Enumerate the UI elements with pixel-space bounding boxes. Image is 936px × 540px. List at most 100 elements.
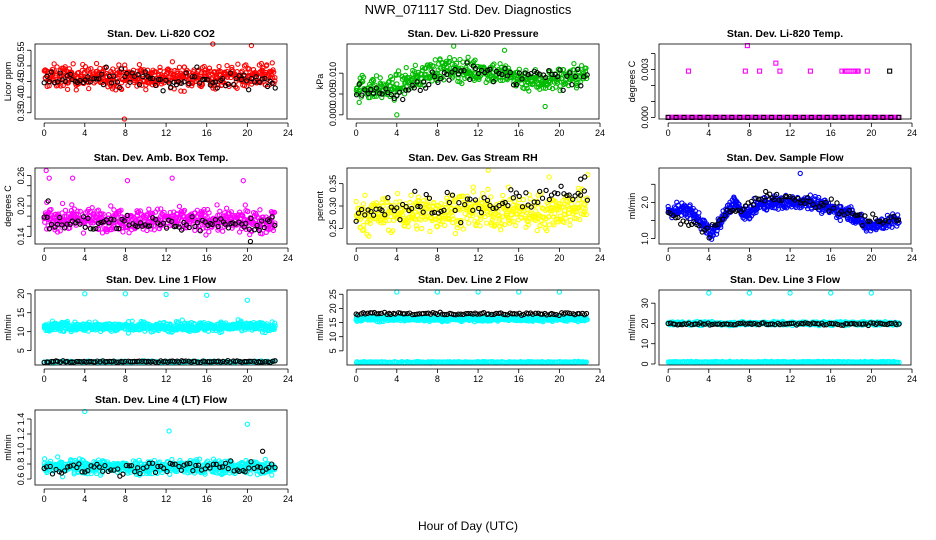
- x-tick-label: 12: [473, 253, 483, 263]
- panel-title: Stan. Dev. Line 1 Flow: [106, 274, 217, 286]
- data-point: [417, 87, 423, 94]
- data-point: [567, 217, 573, 223]
- data-point: [234, 85, 240, 91]
- x-tick-label: 8: [747, 128, 752, 138]
- data-point: [371, 93, 377, 100]
- data-point: [152, 82, 159, 88]
- data-point: [57, 70, 63, 76]
- x-tick-label: 8: [747, 253, 752, 263]
- data-point: [206, 65, 213, 71]
- data-point: [169, 59, 176, 65]
- data-point: [870, 211, 876, 217]
- x-tick-label: 12: [161, 374, 171, 384]
- data-point: [541, 221, 548, 227]
- data-point: [140, 73, 146, 80]
- panel-title: Stan. Dev. Li-820 CO2: [107, 28, 215, 40]
- data-point: [807, 68, 813, 74]
- data-point: [757, 68, 763, 74]
- data-point: [86, 85, 92, 92]
- data-point: [446, 77, 452, 83]
- data-point: [248, 75, 255, 82]
- data-point: [400, 96, 406, 103]
- data-point: [243, 78, 250, 84]
- data-point: [497, 77, 504, 84]
- data-point: [259, 76, 265, 82]
- y-tick-label: 0.26: [16, 167, 26, 185]
- data-point: [828, 196, 834, 202]
- data-point: [425, 75, 431, 81]
- data-point: [62, 207, 69, 214]
- y-axis-label: percent: [315, 190, 325, 221]
- y-axis-label: degrees C: [627, 60, 637, 102]
- data-point: [696, 210, 702, 216]
- data-point: [219, 228, 226, 234]
- data-point: [212, 79, 219, 85]
- data-point: [110, 73, 117, 79]
- panel-title: Stan. Dev. Line 2 Flow: [418, 274, 529, 286]
- data-point: [214, 202, 220, 208]
- data-point: [501, 222, 508, 228]
- data-point: [96, 76, 102, 82]
- x-tick-label: 4: [82, 374, 87, 384]
- x-tick-label: 12: [161, 253, 171, 263]
- data-point: [456, 200, 462, 206]
- data-point: [202, 76, 208, 83]
- y-tick-label: 0.000: [328, 104, 338, 127]
- x-tick-label: 0: [354, 128, 359, 138]
- data-point: [51, 80, 58, 86]
- panel-title: Stan. Dev. Gas Stream RH: [408, 152, 537, 164]
- y-axis-label: ml/min: [627, 193, 637, 220]
- data-point: [236, 73, 242, 79]
- data-points: [41, 41, 278, 122]
- x-tick-label: 16: [202, 374, 212, 384]
- y-tick-label: 0.25: [328, 220, 338, 238]
- data-point: [269, 60, 275, 66]
- data-point: [240, 178, 246, 184]
- data-point: [441, 222, 448, 228]
- data-point: [136, 82, 143, 88]
- data-point: [408, 192, 414, 198]
- data-point: [491, 61, 497, 67]
- data-point: [385, 194, 391, 201]
- data-point: [82, 64, 89, 70]
- data-point: [54, 79, 61, 85]
- x-tick-label: 24: [595, 128, 605, 138]
- data-point: [403, 64, 409, 71]
- data-point: [361, 222, 367, 228]
- data-point: [51, 61, 57, 67]
- data-point: [93, 76, 100, 82]
- data-point: [356, 99, 362, 105]
- y-tick-label: 0.40: [16, 88, 26, 106]
- data-point: [168, 84, 174, 90]
- data-point: [567, 222, 573, 228]
- data-point: [546, 174, 552, 180]
- y-tick-label: 0.30: [328, 197, 338, 215]
- data-point: [392, 85, 398, 92]
- data-point: [797, 170, 803, 177]
- data-point: [412, 188, 418, 194]
- data-point: [272, 85, 278, 91]
- data-point: [558, 183, 564, 189]
- data-point: [87, 79, 93, 85]
- data-point: [70, 61, 76, 67]
- data-point: [271, 69, 277, 75]
- data-point: [513, 222, 519, 229]
- data-point: [453, 60, 460, 67]
- data-point: [459, 80, 465, 87]
- data-point: [116, 62, 122, 68]
- data-point: [122, 62, 128, 68]
- data-point: [120, 229, 126, 235]
- data-point: [181, 88, 187, 94]
- x-tick-label: 20: [242, 253, 252, 263]
- data-point: [394, 112, 400, 118]
- x-tick-label: 0: [354, 253, 359, 263]
- data-point: [272, 75, 278, 81]
- x-tick-label: 24: [907, 253, 917, 263]
- x-tick-label: 16: [826, 128, 836, 138]
- x-tick-label: 0: [666, 128, 671, 138]
- data-point: [235, 61, 241, 67]
- data-point: [69, 202, 75, 208]
- data-point: [353, 198, 359, 205]
- x-tick-label: 4: [394, 253, 399, 263]
